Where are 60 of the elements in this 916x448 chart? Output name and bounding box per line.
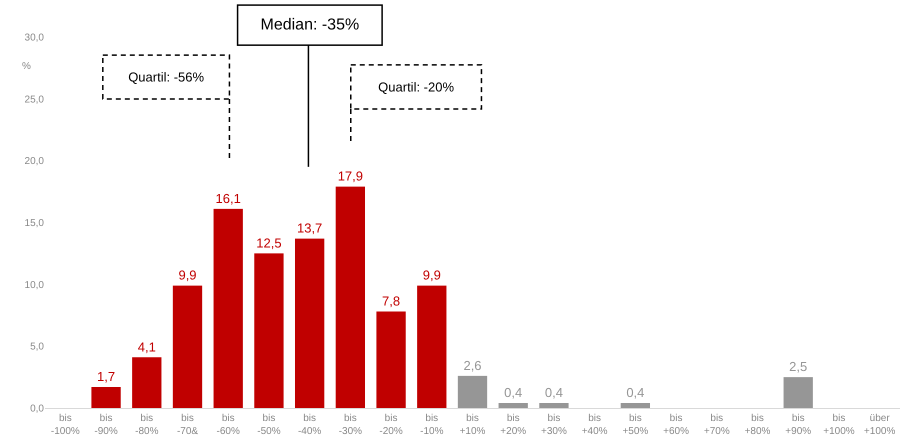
y-tick-label: 0,0 bbox=[30, 404, 44, 414]
data-label: 0,4 bbox=[504, 385, 522, 400]
x-tick-label: bis +90% bbox=[785, 413, 812, 437]
bar bbox=[376, 312, 406, 408]
data-label: 2,5 bbox=[789, 359, 808, 374]
x-tick-label: über +100% bbox=[864, 413, 896, 437]
x-tick-label: bis +40% bbox=[582, 413, 608, 437]
x-tick-label: bis +30% bbox=[541, 413, 567, 437]
x-tick-label: bis +10% bbox=[460, 413, 486, 437]
data-label: 4,1 bbox=[138, 339, 156, 354]
annotation: Quartil: -20% bbox=[378, 79, 454, 94]
x-tick-label: bis -80% bbox=[135, 413, 159, 437]
bar bbox=[417, 286, 446, 408]
y-tick-label: 5,0 bbox=[30, 342, 44, 353]
bar bbox=[336, 186, 366, 408]
data-label: 2,6 bbox=[463, 358, 482, 373]
data-label: 7,8 bbox=[382, 294, 400, 309]
bar bbox=[132, 357, 162, 408]
bar bbox=[620, 403, 650, 408]
bar bbox=[784, 377, 813, 408]
y-tick-label: 25,0 bbox=[24, 94, 44, 106]
x-tick-label: bis +70% bbox=[704, 413, 730, 437]
y-tick-label: 30,0 bbox=[24, 32, 44, 44]
x-tick-label: bis -30% bbox=[338, 413, 362, 437]
bar bbox=[294, 238, 324, 408]
data-label: 12,5 bbox=[256, 235, 282, 250]
bar bbox=[539, 403, 569, 408]
x-tick-label: bis +60% bbox=[663, 413, 690, 437]
x-tick-label: bis +100% bbox=[823, 413, 855, 437]
data-label: 0,4 bbox=[626, 385, 644, 400]
x-tick-label: bis +80% bbox=[744, 413, 771, 437]
x-tick-label: bis -50% bbox=[257, 413, 281, 437]
x-tick-label: bis -40% bbox=[298, 413, 322, 437]
data-label: 9,9 bbox=[422, 268, 441, 283]
data-label: 13,7 bbox=[296, 220, 322, 236]
y-tick-label: 10,0 bbox=[24, 280, 44, 291]
y-tick-label: 20,0 bbox=[24, 156, 44, 168]
annotation: Quartil: -56% bbox=[128, 70, 204, 85]
data-label: 9,9 bbox=[178, 268, 197, 283]
data-label: 0,4 bbox=[544, 385, 563, 400]
data-label: 1,7 bbox=[97, 368, 116, 384]
data-label: 16,1 bbox=[216, 190, 241, 206]
callout-box: Quartil: -56% bbox=[102, 54, 230, 160]
x-tick-label: bis -60% bbox=[216, 413, 240, 437]
y-axis-title: % bbox=[22, 61, 31, 72]
bar bbox=[172, 286, 202, 408]
x-tick-label: bis +20% bbox=[500, 413, 526, 437]
bar bbox=[254, 253, 284, 408]
x-tick-label: bis -70& bbox=[176, 413, 198, 437]
bar bbox=[498, 403, 528, 408]
bar bbox=[458, 376, 488, 408]
x-tick-label: bis +50% bbox=[622, 413, 648, 437]
x-tick-label: bis -100% bbox=[50, 413, 80, 437]
x-tick-label: bis -20% bbox=[379, 413, 403, 437]
x-tick-label: bis -10% bbox=[420, 413, 444, 437]
x-tick-label: bis -90% bbox=[94, 413, 118, 437]
bar bbox=[214, 208, 243, 408]
bar bbox=[91, 386, 121, 408]
data-label: 17,9 bbox=[338, 168, 364, 184]
y-tick-label: 15,0 bbox=[24, 218, 44, 229]
